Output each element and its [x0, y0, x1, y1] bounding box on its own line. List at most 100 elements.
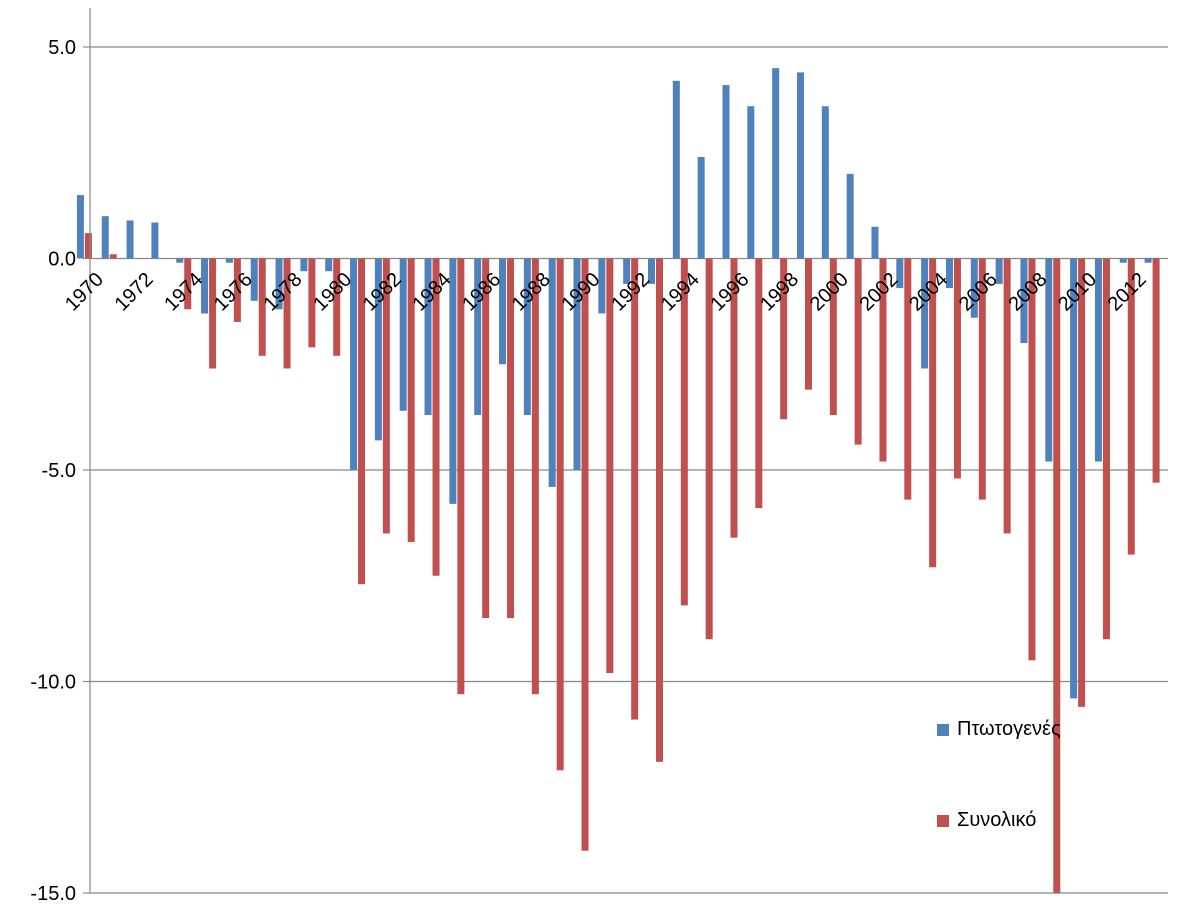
y-tick-label: 0.0 [48, 249, 76, 271]
bar-primary-1986 [474, 258, 482, 416]
bar-primary-1995 [697, 156, 705, 259]
bar-primary-1994 [672, 80, 680, 259]
bar-primary-1976 [225, 258, 233, 263]
bar-primary-1984 [424, 258, 432, 416]
legend-label: Συνολικό [957, 809, 1036, 831]
bar-primary-1971 [101, 216, 109, 259]
bar-total-1978 [283, 258, 291, 369]
bar-primary-1983 [399, 258, 407, 411]
bar-total-1997 [755, 258, 763, 509]
bar-total-2010 [1078, 258, 1086, 707]
bar-primary-2012 [1119, 258, 1127, 263]
bar-total-2008 [1028, 258, 1036, 661]
bar-total-1993 [656, 258, 664, 762]
x-tick-label: 1992 [607, 268, 654, 315]
bar-total-2001 [854, 258, 862, 445]
x-tick-label: 1974 [160, 268, 207, 315]
bar-total-1998 [780, 258, 788, 420]
bar-total-1971 [109, 254, 117, 259]
bar-total-1980 [333, 258, 341, 356]
bar-primary-1999 [796, 72, 804, 259]
x-tick-label: 1986 [458, 268, 505, 315]
bar-primary-1977 [250, 258, 258, 301]
x-tick-label: 2000 [806, 268, 853, 315]
bar-total-1987 [507, 258, 515, 619]
x-tick-label: 1972 [111, 268, 158, 315]
legend: Πτωτογενές Συνολικό [937, 718, 1061, 831]
bar-total-2009 [1053, 258, 1061, 893]
bar-total-1995 [705, 258, 713, 640]
x-tick-label: 2004 [905, 268, 952, 315]
bar-total-1994 [680, 258, 688, 606]
x-tick-labels: 1970 1972 1974 1976 1978 1980 1982 1984 1986 1988… [61, 268, 1151, 315]
bar-total-1983 [407, 258, 415, 542]
bar-primary-1973 [151, 222, 159, 259]
bar-total-1991 [606, 258, 614, 674]
bar-total-2006 [978, 258, 986, 500]
bar-primary-2004 [921, 258, 929, 369]
bar-total-2005 [953, 258, 961, 479]
y-tick-label: -5.0 [42, 460, 76, 482]
bar-total-1977 [258, 258, 266, 356]
bar-primary-1996 [722, 85, 730, 259]
x-tick-label: 1996 [707, 268, 754, 315]
x-tick-label: 1988 [508, 268, 555, 315]
x-tick-label: 1970 [61, 268, 108, 315]
bar-primary-1972 [126, 220, 134, 259]
x-tick-label: 1978 [260, 268, 307, 315]
bar-total-1970 [84, 233, 92, 259]
bar-primary-2003 [896, 258, 904, 289]
gridlines [90, 46, 1168, 894]
x-tick-label: 1976 [210, 268, 257, 315]
bar-total-1982 [382, 258, 390, 534]
x-tick-label: 2008 [1004, 268, 1051, 315]
x-tick-label: 2006 [955, 268, 1002, 315]
bar-primary-2005 [945, 258, 953, 289]
x-tick-label: 2010 [1054, 268, 1101, 315]
bar-primary-2008 [1020, 258, 1028, 344]
bar-primary-2001 [846, 173, 854, 259]
bar-total-2003 [904, 258, 912, 500]
bar-total-1979 [308, 258, 316, 348]
axes [83, 8, 91, 894]
bar-primary-1974 [176, 258, 184, 263]
bar-total-1984 [432, 258, 440, 576]
x-tick-label: 1984 [409, 268, 456, 315]
bar-primary-1997 [747, 106, 755, 259]
bar-total-1976 [233, 258, 241, 322]
bar-total-1981 [358, 258, 366, 585]
bar-total-2004 [929, 258, 937, 568]
legend-label: Πτωτογενές [957, 718, 1061, 740]
bar-total-2012 [1127, 258, 1135, 555]
bar-primary-2006 [970, 258, 978, 318]
bar-primary-2013 [1144, 258, 1152, 263]
bar-total-2000 [829, 258, 837, 416]
bar-primary-1988 [523, 258, 531, 416]
bar-primary-2011 [1094, 258, 1102, 462]
x-tick-label: 1990 [558, 268, 605, 315]
y-tick-labels: 5.0 0.0 -5.0 -10.0 -15.0 [30, 37, 76, 905]
bar-primary-1993 [648, 258, 656, 284]
x-tick-label: 2002 [855, 268, 902, 315]
bar-total-2002 [879, 258, 887, 462]
bar-primary-1981 [350, 258, 358, 470]
bar-primary-2007 [995, 258, 1003, 284]
y-tick-label: -15.0 [30, 883, 76, 905]
bar-total-1986 [482, 258, 490, 619]
y-tick-label: -10.0 [30, 672, 76, 694]
bar-total-1990 [581, 258, 589, 851]
bar-primary-1975 [201, 258, 209, 314]
x-tick-label: 1982 [359, 268, 406, 315]
bar-total-1999 [804, 258, 812, 390]
x-tick-label: 1980 [309, 268, 356, 315]
bar-primary-1979 [300, 258, 308, 272]
bar-total-2013 [1152, 258, 1160, 483]
legend-swatch [937, 724, 949, 736]
bar-primary-1998 [772, 68, 780, 259]
x-tick-label: 1998 [756, 268, 803, 315]
bar-primary-1989 [548, 258, 556, 487]
bar-primary-1982 [374, 258, 382, 441]
bar-total-1992 [631, 258, 639, 720]
